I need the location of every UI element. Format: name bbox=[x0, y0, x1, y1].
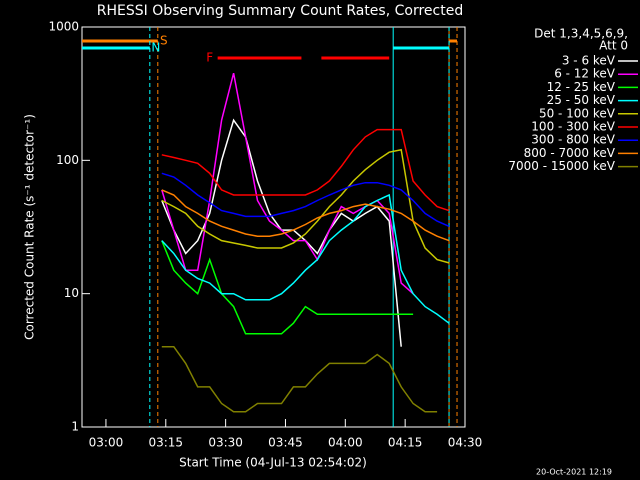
flag-label: F bbox=[206, 51, 213, 65]
plot-frame bbox=[81, 26, 466, 428]
series-line bbox=[161, 189, 450, 242]
x-axis-label: Start Time (04-Jul-13 02:54:02) bbox=[179, 456, 367, 470]
series-line bbox=[161, 345, 438, 413]
y-tick-label: 1 bbox=[71, 420, 79, 434]
x-tick-label: 04:15 bbox=[388, 436, 423, 450]
y-tick-label: 1000 bbox=[48, 20, 79, 34]
flag-label: S bbox=[160, 34, 168, 48]
y-axis-label: Corrected Count Rate (s⁻¹ detector⁻¹) bbox=[23, 114, 37, 340]
x-tick-label: 03:45 bbox=[268, 436, 303, 450]
series-line bbox=[161, 240, 414, 335]
legend-label: 800 - 7000 keV bbox=[524, 146, 616, 160]
x-tick-label: 03:30 bbox=[208, 436, 243, 450]
legend-label: 100 - 300 keV bbox=[531, 120, 615, 134]
x-tick-label: 04:00 bbox=[328, 436, 363, 450]
legend-title: Det 1,3,4,5,6,9, bbox=[534, 27, 628, 41]
series-line bbox=[161, 73, 414, 295]
flag-label: N bbox=[151, 41, 160, 55]
legend-label: 12 - 25 keV bbox=[547, 80, 616, 94]
legend-label: 7000 - 15000 keV bbox=[508, 159, 615, 173]
x-tick-label: 04:30 bbox=[448, 436, 483, 450]
legend-label: 3 - 6 keV bbox=[562, 54, 616, 68]
series-line bbox=[161, 148, 450, 264]
legend-label: 50 - 100 keV bbox=[539, 106, 616, 120]
legend-label: 300 - 800 keV bbox=[531, 133, 615, 147]
series-line bbox=[161, 193, 450, 324]
chart-title: RHESSI Observing Summary Count Rates, Co… bbox=[97, 3, 463, 19]
series-line bbox=[161, 172, 450, 227]
legend-label: 6 - 12 keV bbox=[554, 67, 616, 81]
x-tick-label: 03:00 bbox=[89, 436, 124, 450]
series-line bbox=[161, 128, 450, 212]
legend-title: Att 0 bbox=[599, 39, 628, 53]
x-tick-label: 03:15 bbox=[148, 436, 183, 450]
footer: 20-Oct-2021 12:19 bbox=[536, 468, 612, 477]
y-tick-label: 100 bbox=[56, 153, 79, 167]
y-tick-label: 10 bbox=[64, 286, 79, 300]
legend-label: 25 - 50 keV bbox=[547, 93, 616, 107]
